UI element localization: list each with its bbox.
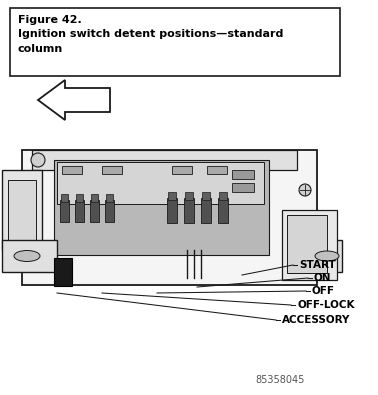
Ellipse shape [14, 250, 40, 261]
Bar [61, 194, 68, 202]
Bar [102, 166, 122, 174]
Bar [62, 166, 82, 174]
Bar [54, 258, 72, 286]
Bar [287, 215, 327, 273]
Bar [32, 150, 297, 170]
Bar [218, 198, 228, 223]
Text: START: START [299, 260, 336, 270]
Bar [91, 194, 98, 202]
Text: column: column [18, 44, 63, 54]
Bar [54, 160, 269, 255]
Bar [8, 180, 36, 240]
Text: OFF-LOCK: OFF-LOCK [297, 300, 355, 310]
Bar [201, 198, 211, 223]
Text: Figure 42.: Figure 42. [18, 15, 82, 25]
Bar [302, 240, 342, 272]
Bar [75, 200, 84, 222]
Bar [106, 194, 113, 202]
Bar [168, 192, 176, 200]
Bar [90, 200, 99, 222]
Bar [232, 170, 254, 179]
Text: Ignition switch detent positions—standard: Ignition switch detent positions—standar… [18, 29, 284, 39]
Ellipse shape [315, 251, 339, 261]
Circle shape [299, 184, 311, 196]
Bar [202, 192, 210, 200]
Bar [282, 210, 337, 280]
Bar [57, 162, 264, 204]
Text: ACCESSORY: ACCESSORY [282, 315, 350, 325]
Polygon shape [38, 80, 110, 120]
Text: ON: ON [314, 273, 332, 283]
Bar [105, 200, 114, 222]
Bar [60, 200, 69, 222]
Bar [172, 166, 192, 174]
Circle shape [31, 153, 45, 167]
Bar [10, 8, 340, 76]
Bar [185, 192, 193, 200]
Bar [167, 198, 177, 223]
Bar [2, 240, 57, 272]
Bar [2, 170, 42, 250]
Bar [184, 198, 194, 223]
Bar [219, 192, 227, 200]
Bar [76, 194, 83, 202]
Bar [22, 150, 317, 285]
Bar [207, 166, 227, 174]
Text: 85358045: 85358045 [255, 375, 304, 385]
Text: OFF: OFF [312, 286, 335, 296]
Bar [232, 183, 254, 192]
